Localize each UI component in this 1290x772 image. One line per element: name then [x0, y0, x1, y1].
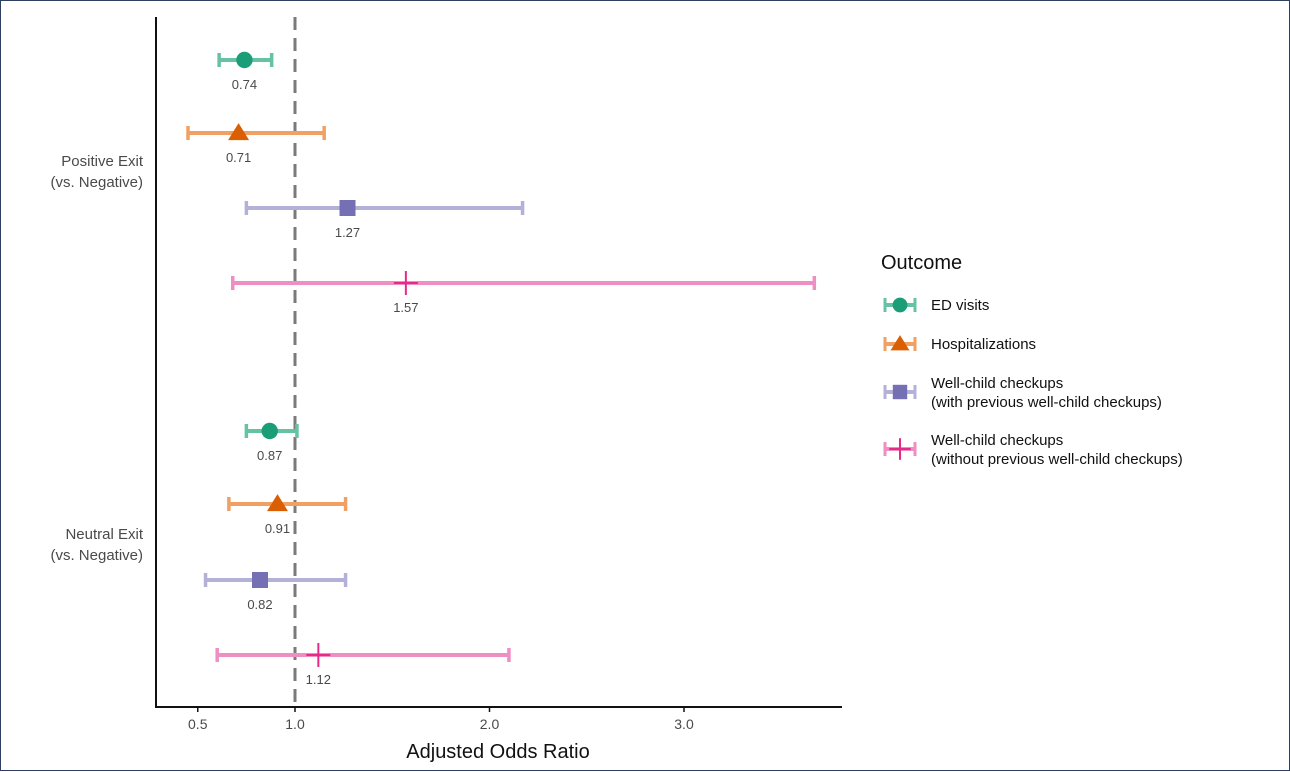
- legend-label-line: Well-child checkups: [931, 432, 1063, 449]
- data-label: 1.27: [335, 225, 360, 240]
- x-tick-label: 1.0: [285, 716, 305, 732]
- legend-title: Outcome: [881, 252, 962, 274]
- point-marker-circle: [236, 51, 253, 69]
- point-marker-square: [892, 384, 908, 400]
- point-marker-triangle: [890, 335, 910, 351]
- legend-item: Well-child checkups (with previous well-c…: [883, 375, 1162, 411]
- point-marker-square: [251, 572, 268, 588]
- point-marker-plus: [393, 271, 418, 295]
- ci-row: 1.27: [244, 200, 525, 240]
- group-label-line: (vs. Negative): [50, 174, 143, 191]
- legend-label-line: Hospitalizations: [931, 336, 1036, 353]
- ci-row: 1.12: [215, 643, 511, 687]
- group-labels: Positive Exit (vs. Negative) Neutral Exit (…: [50, 153, 143, 564]
- legend-item: Well-child checkups (without previous wel…: [883, 432, 1183, 468]
- legend-item: Hospitalizations: [883, 335, 1036, 353]
- legend: Outcome ED visits Hospitalizations Well-ch…: [881, 252, 1183, 468]
- x-tick-label: 2.0: [480, 716, 500, 732]
- ci-row: 0.87: [244, 422, 299, 463]
- ci-row: 0.74: [217, 51, 274, 92]
- ci-row: 0.82: [203, 572, 348, 612]
- group-label: Positive Exit (vs. Negative): [50, 153, 143, 191]
- data-label: 0.91: [265, 521, 290, 536]
- data-label: 0.74: [232, 77, 257, 92]
- legend-label-line: (with previous well-child checkups): [931, 394, 1162, 411]
- point-marker-square: [339, 200, 356, 216]
- point-marker-triangle: [266, 494, 288, 512]
- legend-label: Well-child checkups (with previous well-c…: [931, 375, 1162, 411]
- point-marker-triangle: [228, 123, 250, 141]
- legend-label: Hospitalizations: [931, 336, 1036, 353]
- legend-label-line: (without previous well-child checkups): [931, 451, 1183, 468]
- group-label-line: Positive Exit: [61, 153, 144, 170]
- group-label-line: Neutral Exit: [65, 526, 143, 543]
- data-label: 0.82: [247, 597, 272, 612]
- group-label-line: (vs. Negative): [50, 547, 143, 564]
- axes-group: 0.5 1.0 2.0 3.0: [155, 17, 842, 732]
- x-tick-label: 3.0: [674, 716, 694, 732]
- data-label: 1.57: [393, 300, 418, 315]
- point-marker-circle: [892, 297, 908, 313]
- legend-label: ED visits: [931, 297, 989, 314]
- legend-label-line: Well-child checkups: [931, 375, 1063, 392]
- x-tick-label: 0.5: [188, 716, 208, 732]
- x-axis-title: Adjusted Odds Ratio: [406, 741, 589, 763]
- point-marker-plus: [306, 643, 331, 667]
- ci-row: 0.71: [186, 123, 326, 165]
- point-marker-plus: [889, 438, 911, 460]
- ci-row: 1.57: [231, 271, 817, 315]
- data-label: 0.71: [226, 150, 251, 165]
- point-marker-circle: [261, 422, 278, 440]
- ci-row: 0.91: [227, 494, 348, 536]
- legend-label-line: ED visits: [931, 297, 989, 314]
- legend-item: ED visits: [883, 297, 989, 314]
- legend-label: Well-child checkups (without previous wel…: [931, 432, 1183, 468]
- data-label: 1.12: [306, 672, 331, 687]
- group-label: Neutral Exit (vs. Negative): [50, 526, 143, 564]
- data-marks: 0.74 0.71 1.27 1.57 0.87 0.91 0.82 1.12: [186, 51, 817, 687]
- data-label: 0.87: [257, 448, 282, 463]
